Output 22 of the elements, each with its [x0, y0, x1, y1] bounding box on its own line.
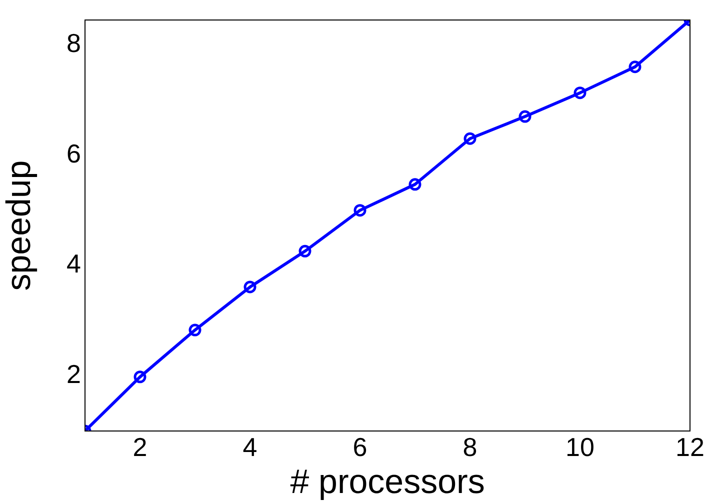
y-tick-label: 2: [66, 359, 81, 390]
x-tick-label: 6: [352, 432, 368, 462]
point: [518, 110, 532, 123]
point: [574, 86, 586, 100]
x-tick-label: 12: [676, 432, 704, 462]
point: [134, 370, 146, 384]
point: [244, 280, 256, 294]
point: [354, 204, 366, 217]
y-tick-label: 4: [66, 248, 81, 279]
y-tick-label: 8: [66, 28, 81, 58]
point: [408, 178, 422, 191]
x-tick-label: 10: [566, 432, 594, 462]
x-tick-label: 8: [462, 432, 478, 462]
x-tick-label: 4: [242, 432, 258, 462]
x-axis-title: # processors: [290, 462, 485, 501]
y-tick-label: 6: [66, 138, 81, 168]
point: [464, 132, 476, 145]
point: [298, 244, 312, 258]
point: [188, 324, 202, 336]
point: [628, 60, 642, 74]
x-tick-label: 2: [132, 432, 148, 462]
y-axis-title: speedup: [0, 160, 38, 291]
